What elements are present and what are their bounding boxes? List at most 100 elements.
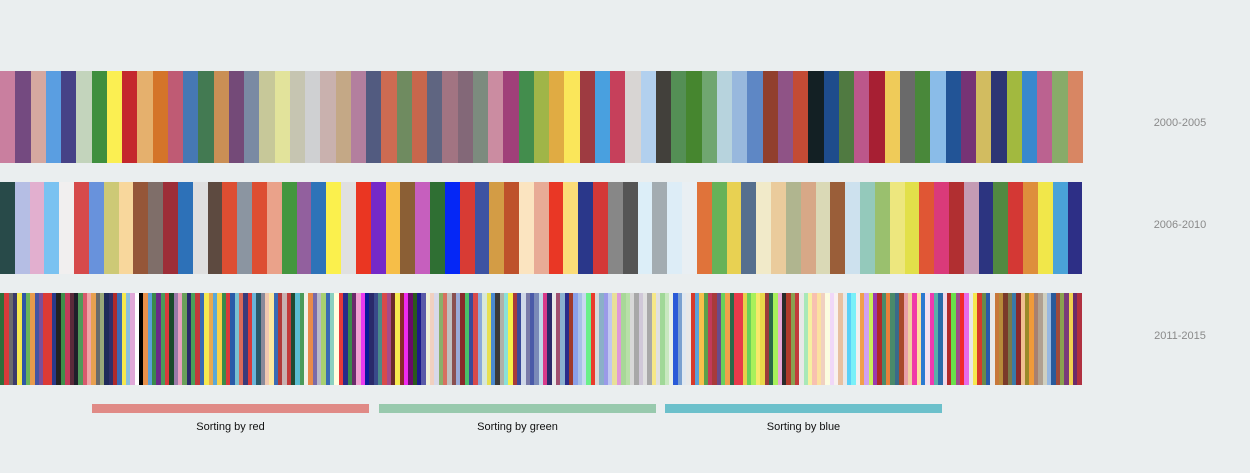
color-stripe [977,293,982,385]
color-stripe [228,71,244,163]
color-stripe [192,182,208,274]
color-stripe [430,293,435,385]
color-stripe [834,293,839,385]
color-stripe [963,182,979,274]
color-stripe [237,182,253,274]
sort-blue-bar[interactable] [665,404,942,413]
color-stripe [642,293,648,385]
color-stripe [973,293,978,385]
color-stripe [112,293,118,385]
color-stripe [65,293,70,385]
color-stripe [508,293,513,385]
color-stripe [1067,71,1083,163]
color-stripe [308,293,313,385]
color-stripe [0,293,5,385]
color-stripe [711,182,727,274]
color-stripe [59,182,75,274]
color-stripe [395,293,400,385]
sort-green-label[interactable]: Sorting by green [477,421,558,433]
color-stripe [173,293,179,385]
color-stripe [793,71,809,163]
color-stripe [790,293,795,385]
row-label-2011-2015: 2011-2015 [1154,330,1206,342]
color-stripe [634,293,639,385]
color-stripe [1003,293,1008,385]
color-stripe [278,293,283,385]
sort-red-bar[interactable] [92,404,369,413]
color-stripe [443,293,448,385]
color-stripe [456,293,461,385]
color-stripe [117,293,122,385]
color-stripe [121,293,126,385]
color-stripe [74,182,89,274]
color-stripe [204,293,209,385]
color-stripe [686,293,691,385]
sort-green-bar[interactable] [379,404,656,413]
color-stripe [930,71,946,163]
color-stripe [815,182,831,274]
color-stripe [877,293,882,385]
color-stripe [390,293,396,385]
color-stripe [622,182,638,274]
color-stripe [586,293,591,385]
color-stripe [716,71,732,163]
color-stripe [499,293,504,385]
color-stripe [366,71,382,163]
color-stripe [673,293,678,385]
color-stripe [556,293,561,385]
color-stripe [569,293,574,385]
color-stripe [88,182,104,274]
sort-blue-label[interactable]: Sorting by blue [766,421,841,433]
color-stripe [726,182,742,274]
sort-red-label[interactable]: Sorting by red [196,421,265,433]
color-stripe [964,293,969,385]
color-stripe [799,293,804,385]
color-stripe [986,293,991,385]
color-stripe [951,293,956,385]
color-stripe [823,71,839,163]
color-stripe [573,293,578,385]
color-stripe [1077,293,1082,385]
color-stripe [95,293,100,385]
color-stripe [820,293,826,385]
color-stripe [311,182,327,274]
color-stripe [460,293,465,385]
color-stripe [786,293,791,385]
color-stripe [133,182,149,274]
color-stripe [668,293,674,385]
color-stripe [925,293,930,385]
color-stripe [640,71,656,163]
color-stripe [417,293,422,385]
color-stripe [266,182,282,274]
color-stripe [143,293,148,385]
color-stripe [616,293,622,385]
color-stripe [44,182,60,274]
color-stripe [427,71,443,163]
color-stripe [125,293,131,385]
color-stripe [0,182,15,274]
color-stripe [350,71,366,163]
color-stripe [734,293,739,385]
color-stripe [533,71,549,163]
color-stripe [4,293,9,385]
color-stripe [873,293,878,385]
color-stripe [459,182,475,274]
color-stripe [139,293,144,385]
color-stripe [1046,293,1052,385]
color-stripe [991,71,1007,163]
color-stripe [563,182,579,274]
color-stripe [518,182,534,274]
color-stripe [326,182,342,274]
color-stripe [725,293,730,385]
color-stripe [274,71,290,163]
color-stripe [238,293,244,385]
color-stripe [578,182,594,274]
color-stripe [355,182,371,274]
color-stripe [929,293,934,385]
color-stripe [1052,71,1068,163]
color-stripe [134,293,139,385]
color-stripe [699,293,704,385]
color-stripe [451,293,457,385]
color-stripe [199,293,205,385]
color-stripe [803,293,808,385]
